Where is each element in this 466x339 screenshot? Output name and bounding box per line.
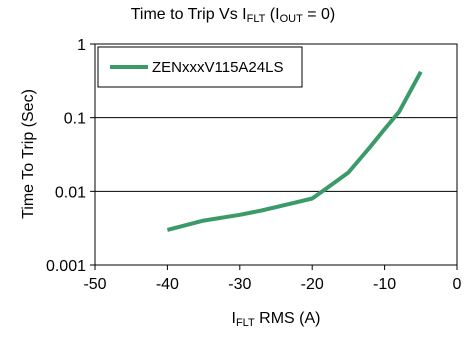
x-tick-label: -30 [228, 276, 251, 293]
y-tick-label: 0.01 [55, 184, 86, 201]
y-tick-label: 0.001 [46, 258, 86, 275]
y-tick-label: 0.1 [64, 111, 86, 128]
plot-frame [94, 43, 458, 266]
series-line [166, 70, 423, 232]
y-tick-label: 1 [77, 37, 86, 54]
x-tick-label: 0 [453, 276, 462, 293]
x-axis-label: IFLT RMS (A) [231, 310, 321, 329]
x-tick-label: -50 [83, 276, 106, 293]
x-tick-label: -10 [373, 276, 396, 293]
legend-label: ZENxxxV115A24LS [152, 59, 283, 76]
x-tick-label: -20 [301, 276, 324, 293]
chart-title: Time to Trip Vs IFLT (IOUT = 0) [130, 6, 336, 25]
legend: ZENxxxV115A24LS [97, 46, 303, 88]
y-axis-label: Time To Trip (Sec) [20, 89, 37, 219]
x-tick-label: -40 [156, 276, 179, 293]
